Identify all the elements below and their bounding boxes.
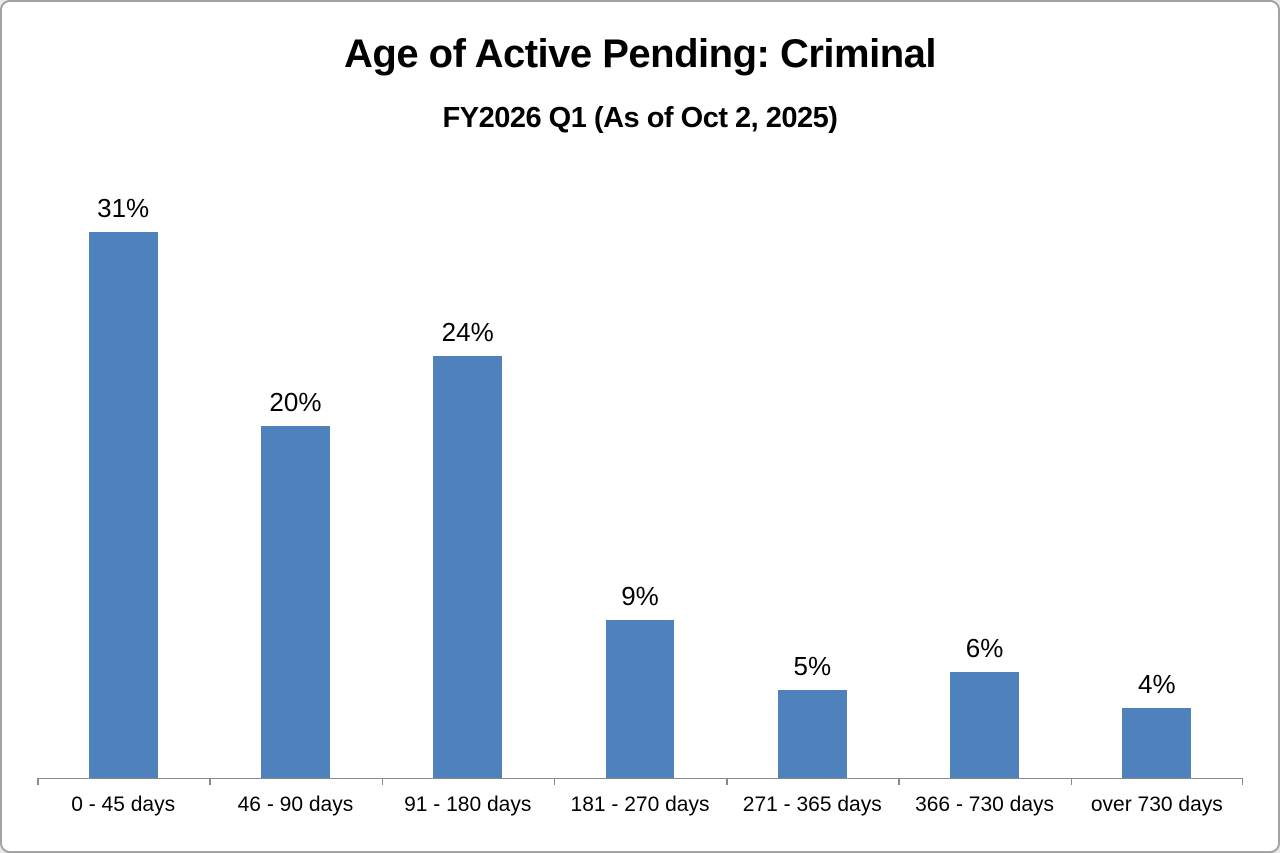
x-axis-label: 366 - 730 days (915, 793, 1055, 816)
data-label: 20% (269, 387, 322, 417)
x-axis-label: 181 - 270 days (570, 793, 710, 816)
data-label: 24% (441, 317, 494, 347)
x-axis-label: 91 - 180 days (404, 793, 532, 816)
data-label: 5% (793, 651, 832, 681)
data-label: 9% (621, 581, 659, 611)
plot-area: 31% 20% 24% 9% 5% 6% 4% (37, 162, 1243, 785)
data-label: 6% (965, 633, 1004, 663)
data-label: 4% (1138, 669, 1176, 699)
axis-tick (1070, 778, 1073, 785)
x-axis-label-row: 0 - 45 days 46 - 90 days 91 - 180 days 181 … (37, 793, 1243, 817)
x-axis-label: 271 - 365 days (742, 793, 882, 816)
axis-tick (726, 778, 728, 785)
axis-tick (381, 778, 384, 785)
chart-subtitle: FY2026 Q1 (As of Oct 2, 2025) (442, 102, 838, 134)
chart-title: Age of Active Pending: Criminal (344, 32, 936, 76)
axis-tick (1241, 778, 1243, 785)
bar-91---180-days (433, 356, 503, 778)
bar-181---270-days (605, 620, 675, 778)
bar-over-730-days (1122, 708, 1192, 778)
bar-366---730-days (950, 672, 1020, 778)
axis-tick (553, 778, 556, 785)
bar-0---45-days (88, 232, 158, 778)
bar-46---90-days (260, 426, 330, 778)
x-axis-label: 0 - 45 days (71, 793, 176, 816)
x-axis-label: over 730 days (1090, 793, 1223, 816)
axis-tick (209, 778, 211, 785)
axis-tick (898, 778, 900, 785)
axis-tick (37, 778, 39, 785)
data-label: 31% (97, 193, 150, 223)
x-axis-label: 46 - 90 days (237, 793, 354, 816)
bar-271---365-days (777, 690, 847, 778)
